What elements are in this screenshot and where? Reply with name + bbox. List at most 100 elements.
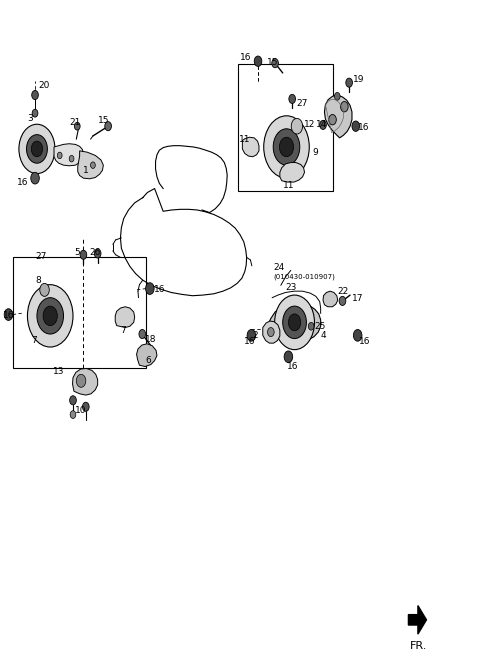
Text: 12: 12 xyxy=(303,121,315,129)
Text: 21: 21 xyxy=(69,119,81,127)
Text: 18: 18 xyxy=(145,335,156,344)
Polygon shape xyxy=(263,321,280,343)
Text: 27: 27 xyxy=(296,99,307,108)
Polygon shape xyxy=(54,144,84,166)
Text: 11: 11 xyxy=(239,134,251,144)
Text: 9: 9 xyxy=(312,148,318,157)
Text: 4: 4 xyxy=(321,331,326,340)
Text: 2: 2 xyxy=(252,331,257,340)
Circle shape xyxy=(341,102,348,112)
Text: 16: 16 xyxy=(359,337,370,346)
Text: 7: 7 xyxy=(31,336,37,345)
Circle shape xyxy=(291,118,302,134)
Circle shape xyxy=(105,121,111,131)
Text: 15: 15 xyxy=(97,117,109,125)
Polygon shape xyxy=(268,303,321,342)
Circle shape xyxy=(284,351,293,363)
Circle shape xyxy=(69,155,74,162)
Circle shape xyxy=(275,295,314,350)
Circle shape xyxy=(80,250,87,259)
Text: 25: 25 xyxy=(314,321,325,331)
Circle shape xyxy=(289,94,296,104)
Circle shape xyxy=(40,283,49,297)
Circle shape xyxy=(74,122,80,130)
Circle shape xyxy=(352,121,360,131)
Polygon shape xyxy=(115,307,135,327)
Polygon shape xyxy=(78,151,103,179)
Polygon shape xyxy=(324,95,352,138)
Circle shape xyxy=(37,298,63,334)
Text: (010430-010907): (010430-010907) xyxy=(273,274,335,280)
Circle shape xyxy=(339,297,346,306)
Text: 17: 17 xyxy=(352,294,363,303)
Circle shape xyxy=(4,309,13,320)
Circle shape xyxy=(329,115,336,125)
Circle shape xyxy=(26,134,48,163)
Circle shape xyxy=(19,124,55,174)
Text: 16: 16 xyxy=(3,312,14,320)
Polygon shape xyxy=(137,344,157,367)
Text: 26: 26 xyxy=(89,248,100,256)
Circle shape xyxy=(308,322,314,330)
Circle shape xyxy=(254,56,262,66)
Circle shape xyxy=(272,58,278,68)
Text: 11: 11 xyxy=(283,182,294,190)
Circle shape xyxy=(145,283,154,295)
Text: 19: 19 xyxy=(353,75,364,84)
Text: 1: 1 xyxy=(84,166,89,175)
Circle shape xyxy=(83,402,89,411)
Circle shape xyxy=(95,249,101,258)
Bar xyxy=(238,64,333,191)
Text: 16: 16 xyxy=(288,362,299,371)
Polygon shape xyxy=(242,137,259,157)
Circle shape xyxy=(57,152,62,159)
Circle shape xyxy=(335,92,340,100)
Text: 5: 5 xyxy=(74,249,80,257)
Polygon shape xyxy=(280,163,304,182)
Text: 16: 16 xyxy=(154,285,165,295)
Circle shape xyxy=(91,162,96,169)
Circle shape xyxy=(273,129,300,165)
Text: 16: 16 xyxy=(358,123,369,132)
Text: 23: 23 xyxy=(285,283,297,292)
Circle shape xyxy=(76,375,86,387)
Circle shape xyxy=(279,137,294,157)
Text: 20: 20 xyxy=(39,81,50,90)
Circle shape xyxy=(288,314,301,331)
Polygon shape xyxy=(72,369,97,395)
Text: 24: 24 xyxy=(273,263,285,272)
Polygon shape xyxy=(323,291,338,307)
Circle shape xyxy=(32,91,38,100)
Circle shape xyxy=(32,110,38,117)
Text: 8: 8 xyxy=(35,276,41,285)
Circle shape xyxy=(139,329,145,338)
Circle shape xyxy=(264,116,309,178)
Text: 7: 7 xyxy=(120,326,126,335)
Text: 27: 27 xyxy=(35,252,47,260)
Text: 14: 14 xyxy=(316,121,327,129)
Text: 16: 16 xyxy=(240,53,252,62)
Text: 16: 16 xyxy=(17,178,28,186)
Text: FR.: FR. xyxy=(410,641,428,651)
Circle shape xyxy=(353,329,362,341)
Text: 13: 13 xyxy=(53,367,65,376)
Text: 6: 6 xyxy=(145,356,151,365)
Text: 3: 3 xyxy=(27,114,33,123)
Polygon shape xyxy=(408,605,426,634)
Circle shape xyxy=(320,120,326,129)
Circle shape xyxy=(27,285,73,347)
Circle shape xyxy=(70,411,76,419)
Text: 15: 15 xyxy=(266,58,278,67)
Circle shape xyxy=(283,306,306,338)
Bar xyxy=(13,257,146,368)
Circle shape xyxy=(43,306,57,325)
Circle shape xyxy=(247,329,256,341)
Text: 10: 10 xyxy=(75,406,86,415)
Circle shape xyxy=(70,396,76,405)
Circle shape xyxy=(267,327,274,337)
Text: 16: 16 xyxy=(244,337,255,346)
Circle shape xyxy=(346,78,352,87)
Circle shape xyxy=(31,173,39,184)
Circle shape xyxy=(31,141,43,157)
Text: 22: 22 xyxy=(338,287,349,297)
